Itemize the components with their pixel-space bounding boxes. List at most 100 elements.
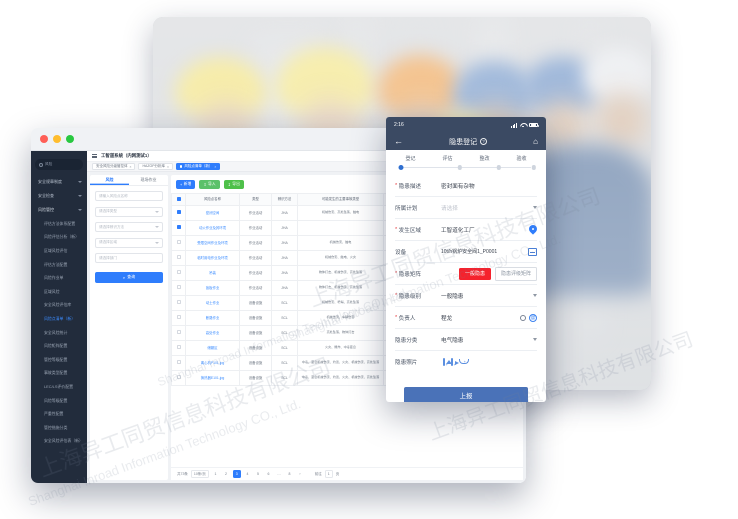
home-icon[interactable]: ⌂ xyxy=(533,136,538,146)
checkbox-icon[interactable] xyxy=(176,315,181,320)
checkbox-icon[interactable] xyxy=(176,330,181,335)
field-plan[interactable]: 所属计划 请选择 xyxy=(395,197,537,219)
scan-icon[interactable] xyxy=(528,247,537,256)
export-button[interactable]: ↧ 导出 xyxy=(223,180,244,189)
sidebar-item-4[interactable]: 风险作业单 xyxy=(31,271,87,285)
sidebar-item-10[interactable]: 管控等级配置 xyxy=(31,353,87,367)
cell-name[interactable]: 临时用电作业及环境 xyxy=(185,250,240,266)
sidebar-item-15[interactable]: 管控措施分类 xyxy=(31,421,87,435)
page-5[interactable]: 5 xyxy=(254,470,262,478)
tab-2-active[interactable]: 风险点清单（新） × xyxy=(176,163,221,170)
page-8[interactable]: 8 xyxy=(286,470,294,478)
close-icon[interactable]: × xyxy=(214,164,217,169)
row-checkbox-cell[interactable] xyxy=(171,295,186,311)
checkbox-icon[interactable] xyxy=(176,345,181,350)
cell-name[interactable]: 吊装 xyxy=(185,265,240,281)
checkbox-icon[interactable] xyxy=(176,270,181,275)
filter-field-area[interactable]: 请选择区域 xyxy=(95,237,163,248)
row-checkbox-cell[interactable] xyxy=(171,205,186,221)
import-button[interactable]: ↥ 导入 xyxy=(199,180,220,189)
page-6[interactable]: 6 xyxy=(265,470,273,478)
checkbox-icon[interactable] xyxy=(176,210,181,215)
cell-name[interactable]: 高处作业 xyxy=(185,325,240,341)
sidebar-item-9[interactable]: 风险矩阵配置 xyxy=(31,339,87,353)
filter-field-dept[interactable]: 请选择部门 xyxy=(95,253,163,263)
hamburger-icon[interactable] xyxy=(92,153,97,159)
close-icon[interactable]: × xyxy=(129,164,132,169)
sidebar-item-2[interactable]: 区域风险评估 xyxy=(31,244,87,258)
cell-name[interactable]: 动火作业及其环境 xyxy=(185,220,240,236)
field-hazard-category[interactable]: 隐患分类 电气隐患 xyxy=(395,329,537,351)
field-area[interactable]: * 发生区域 工智道化工厂 xyxy=(395,219,537,241)
checkbox-icon[interactable] xyxy=(176,300,181,305)
window-minimize-button[interactable] xyxy=(53,135,61,143)
field-owner[interactable]: * 负责人 程龙 @ xyxy=(395,307,537,329)
checkbox-icon[interactable] xyxy=(176,225,181,230)
sidebar-group-0[interactable]: 安全规章制度 xyxy=(31,175,87,189)
row-checkbox-cell[interactable] xyxy=(171,250,186,266)
field-hazard-description[interactable]: * 隐患描述 密封面有杂物 xyxy=(395,175,537,197)
checkbox-icon[interactable] xyxy=(176,240,181,245)
sidebar-item-11[interactable]: 事故类型配置 xyxy=(31,367,87,381)
close-icon[interactable]: × xyxy=(167,164,170,169)
back-arrow-icon[interactable]: ← xyxy=(394,136,403,146)
row-checkbox-cell[interactable] xyxy=(171,370,186,386)
filter-tab-site-work[interactable]: 现场作业 xyxy=(129,175,168,185)
row-checkbox-cell[interactable] xyxy=(171,280,186,296)
cell-name[interactable]: 换热器E101.jpg xyxy=(185,370,240,386)
sidebar-item-0[interactable]: 评估方法体系配置 xyxy=(31,217,87,231)
matrix-button[interactable]: 隐患评级矩阵 xyxy=(494,266,537,281)
page-size-select[interactable]: 10条/页 xyxy=(190,470,209,478)
sidebar-item-16[interactable]: 安全风险评估表（新） xyxy=(31,435,87,449)
sidebar-item-8[interactable]: 安全风险统计 xyxy=(31,326,87,340)
row-checkbox-cell[interactable] xyxy=(171,220,186,236)
tab-1[interactable]: HAZOP分析库 × xyxy=(138,163,174,170)
user-picker-icon[interactable]: @ xyxy=(529,313,537,322)
goto-input[interactable]: 1 xyxy=(324,470,333,478)
sidebar-item-1[interactable]: 风险评估分析（新） xyxy=(31,231,87,245)
step-label-0[interactable]: 登记 xyxy=(405,156,416,162)
submit-button[interactable]: 上报 xyxy=(404,387,528,402)
row-checkbox-cell[interactable] xyxy=(171,355,186,371)
filter-field-method[interactable]: 请选择辨识方法 xyxy=(95,222,163,232)
sidebar-item-3[interactable]: 评估方法配置 xyxy=(31,258,87,272)
sidebar-item-12[interactable]: LEC/LS评价配置 xyxy=(31,380,87,394)
field-value[interactable]: 程龙 @ xyxy=(441,313,537,322)
filter-tab-risk[interactable]: 风险 xyxy=(90,175,129,185)
field-equipment[interactable]: 设备 10t/h锅炉安全阀1_P0001 xyxy=(395,241,537,263)
cell-name[interactable]: 断路作业 xyxy=(185,310,240,326)
page-3-current[interactable]: 3 xyxy=(232,470,241,478)
sidebar-group-1[interactable]: 安全检查 xyxy=(31,189,87,203)
next-page-button[interactable]: › xyxy=(296,470,304,478)
window-close-button[interactable] xyxy=(40,135,48,143)
checkbox-icon[interactable] xyxy=(176,375,181,380)
field-hazard-level[interactable]: * 隐患级别 一般隐患 xyxy=(395,285,537,307)
sidebar-item-5[interactable]: 区域风险 xyxy=(31,285,87,299)
sidebar-group-2[interactable]: 风险管控 xyxy=(31,203,87,217)
row-checkbox-cell[interactable] xyxy=(171,235,186,251)
search-button[interactable]: ⌕ 查询 xyxy=(95,271,163,283)
question-mark-icon[interactable]: ? xyxy=(480,138,488,145)
row-checkbox-cell[interactable] xyxy=(171,310,186,326)
sidebar-item-14[interactable]: 严重性配置 xyxy=(31,407,87,421)
hazard-level-badge[interactable]: 一般隐患 xyxy=(458,267,491,280)
field-value[interactable]: 密封面有杂物 xyxy=(441,183,475,190)
cell-name[interactable]: 动土作业 xyxy=(185,295,240,311)
sidebar-item-6[interactable]: 安全风险评估库 xyxy=(31,299,87,313)
gear-icon[interactable] xyxy=(520,314,526,321)
page-4[interactable]: 4 xyxy=(244,470,252,478)
checkbox-icon[interactable] xyxy=(176,360,181,365)
sidebar-item-13[interactable]: 风险等级配置 xyxy=(31,394,87,408)
cell-name[interactable]: 受限空间作业及环境 xyxy=(185,235,240,251)
cell-name[interactable]: 密闭空间 xyxy=(185,205,240,221)
window-maximize-button[interactable] xyxy=(66,135,74,143)
step-label-2[interactable]: 整改 xyxy=(479,156,490,162)
field-value[interactable]: 请选择 xyxy=(441,204,537,212)
filter-field-name[interactable]: 请输入风险点名称 xyxy=(95,191,163,201)
checkbox-icon[interactable] xyxy=(176,196,181,201)
filter-field-type[interactable]: 请选择类型 xyxy=(95,206,163,217)
tab-0[interactable]: 安全风险分级管控体 × xyxy=(92,163,136,170)
add-button[interactable]: + 新增 xyxy=(176,180,196,189)
page-2[interactable]: 2 xyxy=(222,470,230,478)
cell-name[interactable]: 离心机P101.jpg xyxy=(185,355,240,371)
